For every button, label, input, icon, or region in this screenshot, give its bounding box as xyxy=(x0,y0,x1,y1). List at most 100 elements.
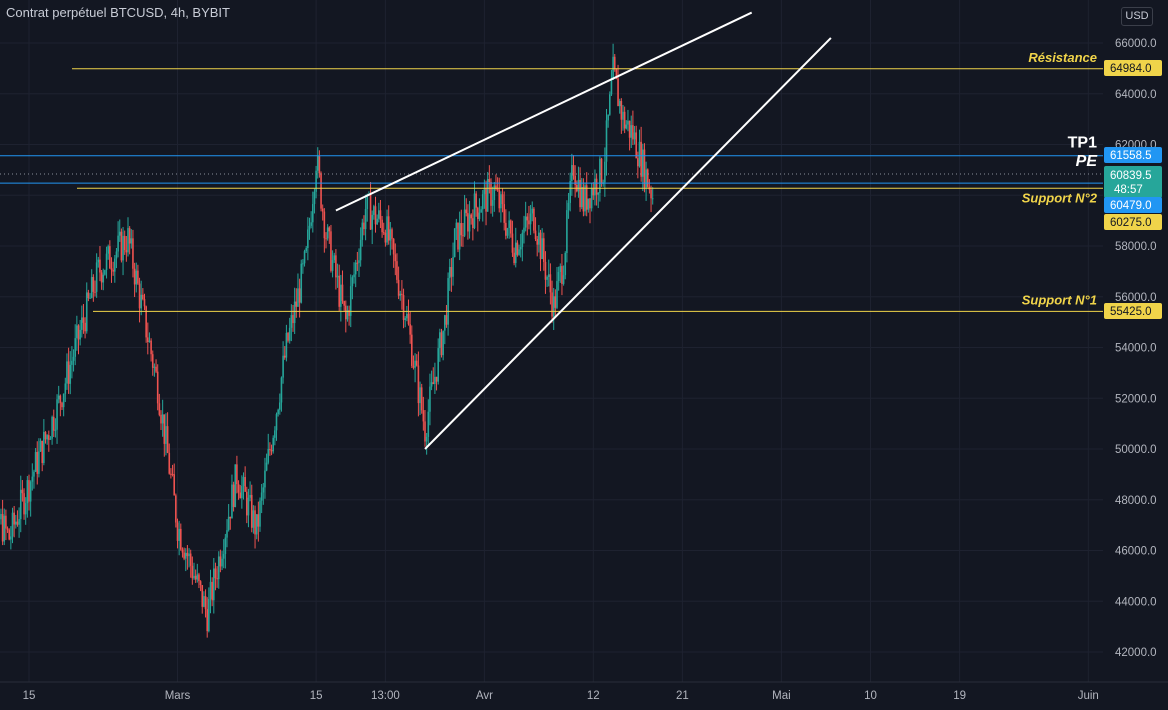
candle-body xyxy=(305,248,307,252)
candle-body xyxy=(282,355,284,378)
candle-body xyxy=(28,480,30,502)
candle-body xyxy=(95,262,98,292)
candle-body xyxy=(224,537,227,555)
candle-body xyxy=(475,193,477,208)
candle-body xyxy=(567,202,570,211)
price-tick-label: 52000.0 xyxy=(1115,393,1157,405)
candle-body xyxy=(138,283,141,309)
candle-body xyxy=(246,491,248,516)
candle-body xyxy=(338,275,340,307)
currency-button[interactable]: USD xyxy=(1121,7,1153,26)
candle-body xyxy=(490,182,492,206)
candle-body xyxy=(114,258,116,272)
candle-body xyxy=(445,315,448,325)
candle-body xyxy=(79,329,81,340)
candle-body xyxy=(419,387,421,404)
candle-body xyxy=(109,246,111,269)
candle-body xyxy=(582,187,585,212)
candle-body xyxy=(615,69,618,79)
candle-body xyxy=(303,251,306,264)
candle-body xyxy=(351,277,354,287)
candle-body xyxy=(297,288,299,307)
candle-body xyxy=(308,225,311,230)
candle-body xyxy=(533,208,535,231)
candle-body xyxy=(528,220,530,225)
price-tick-label: 66000.0 xyxy=(1115,38,1157,50)
candle-body xyxy=(8,529,10,540)
candle-body xyxy=(231,484,233,519)
candle-body xyxy=(300,263,303,303)
candle-body xyxy=(180,528,182,550)
candle-body xyxy=(161,414,164,424)
candle-body xyxy=(391,229,393,239)
candle-body xyxy=(373,206,375,215)
candle-body xyxy=(229,516,232,519)
candle-body xyxy=(503,204,505,223)
price-tick-label: 42000.0 xyxy=(1115,647,1157,659)
candle-body xyxy=(267,448,270,463)
candle-body xyxy=(348,310,350,316)
time-axis[interactable]: 15 Mars 15 13:00 Avr 12 21 Mai 10 19 Juin xyxy=(0,681,1168,710)
candle-body xyxy=(635,132,637,159)
candle-body xyxy=(64,383,67,394)
candle-body xyxy=(156,371,159,404)
candle-body xyxy=(302,263,304,265)
candle-body xyxy=(250,494,253,528)
candle-body xyxy=(514,242,517,264)
candle-body xyxy=(577,179,580,192)
level-label-r-sistance: Résistance xyxy=(1028,50,1097,65)
candle-body xyxy=(216,578,218,580)
price-tag-bg xyxy=(1104,214,1162,230)
candle-body xyxy=(198,574,200,582)
candle-body xyxy=(406,313,408,319)
candle-body xyxy=(480,209,482,213)
candle-body xyxy=(158,403,161,415)
candle-body xyxy=(87,292,90,299)
price-tag-label: 55425.0 xyxy=(1110,306,1152,318)
candle-body xyxy=(102,274,105,283)
candle-body xyxy=(125,250,128,253)
candle-body xyxy=(184,552,187,559)
candle-body xyxy=(580,187,583,208)
candle-body xyxy=(18,519,20,525)
price-axis[interactable]: 42000.0 44000.0 46000.0 48000.0 50000.0 52000… xyxy=(1103,0,1168,710)
candle-body xyxy=(26,480,29,504)
candle-body xyxy=(546,277,548,280)
candle-body xyxy=(151,354,154,368)
candle-body xyxy=(232,484,235,507)
candle-body xyxy=(432,382,435,384)
candle-body xyxy=(44,431,47,440)
candle-body xyxy=(24,503,27,515)
candle-body xyxy=(274,430,276,438)
candle-body xyxy=(252,510,255,528)
candle-body xyxy=(193,575,195,579)
candle-body xyxy=(541,238,543,260)
candle-body xyxy=(491,200,494,206)
candle-body xyxy=(247,497,250,516)
price-tick-label: 54000.0 xyxy=(1115,343,1157,355)
candle-body xyxy=(569,180,571,203)
candle-body xyxy=(571,165,573,181)
candle-body xyxy=(505,222,507,236)
candle-body xyxy=(279,402,281,410)
time-tick-label: 15 xyxy=(23,690,36,702)
candle-body xyxy=(330,231,332,271)
candle-body xyxy=(264,470,266,488)
candle-body xyxy=(137,270,139,284)
candle-body xyxy=(135,270,138,285)
candle-body xyxy=(38,451,40,474)
candle-body xyxy=(257,514,260,527)
price-tag-label: 64984.0 xyxy=(1110,63,1152,75)
time-tick-label: 12 xyxy=(587,690,600,702)
candle-body xyxy=(54,429,57,431)
candle-body xyxy=(401,293,403,296)
candle-body xyxy=(178,528,180,541)
candle-body xyxy=(349,286,352,316)
candle-body xyxy=(239,492,241,499)
candle-body xyxy=(463,209,466,236)
candle-body xyxy=(510,220,512,234)
candle-body xyxy=(165,426,167,444)
candle-body xyxy=(453,228,456,258)
